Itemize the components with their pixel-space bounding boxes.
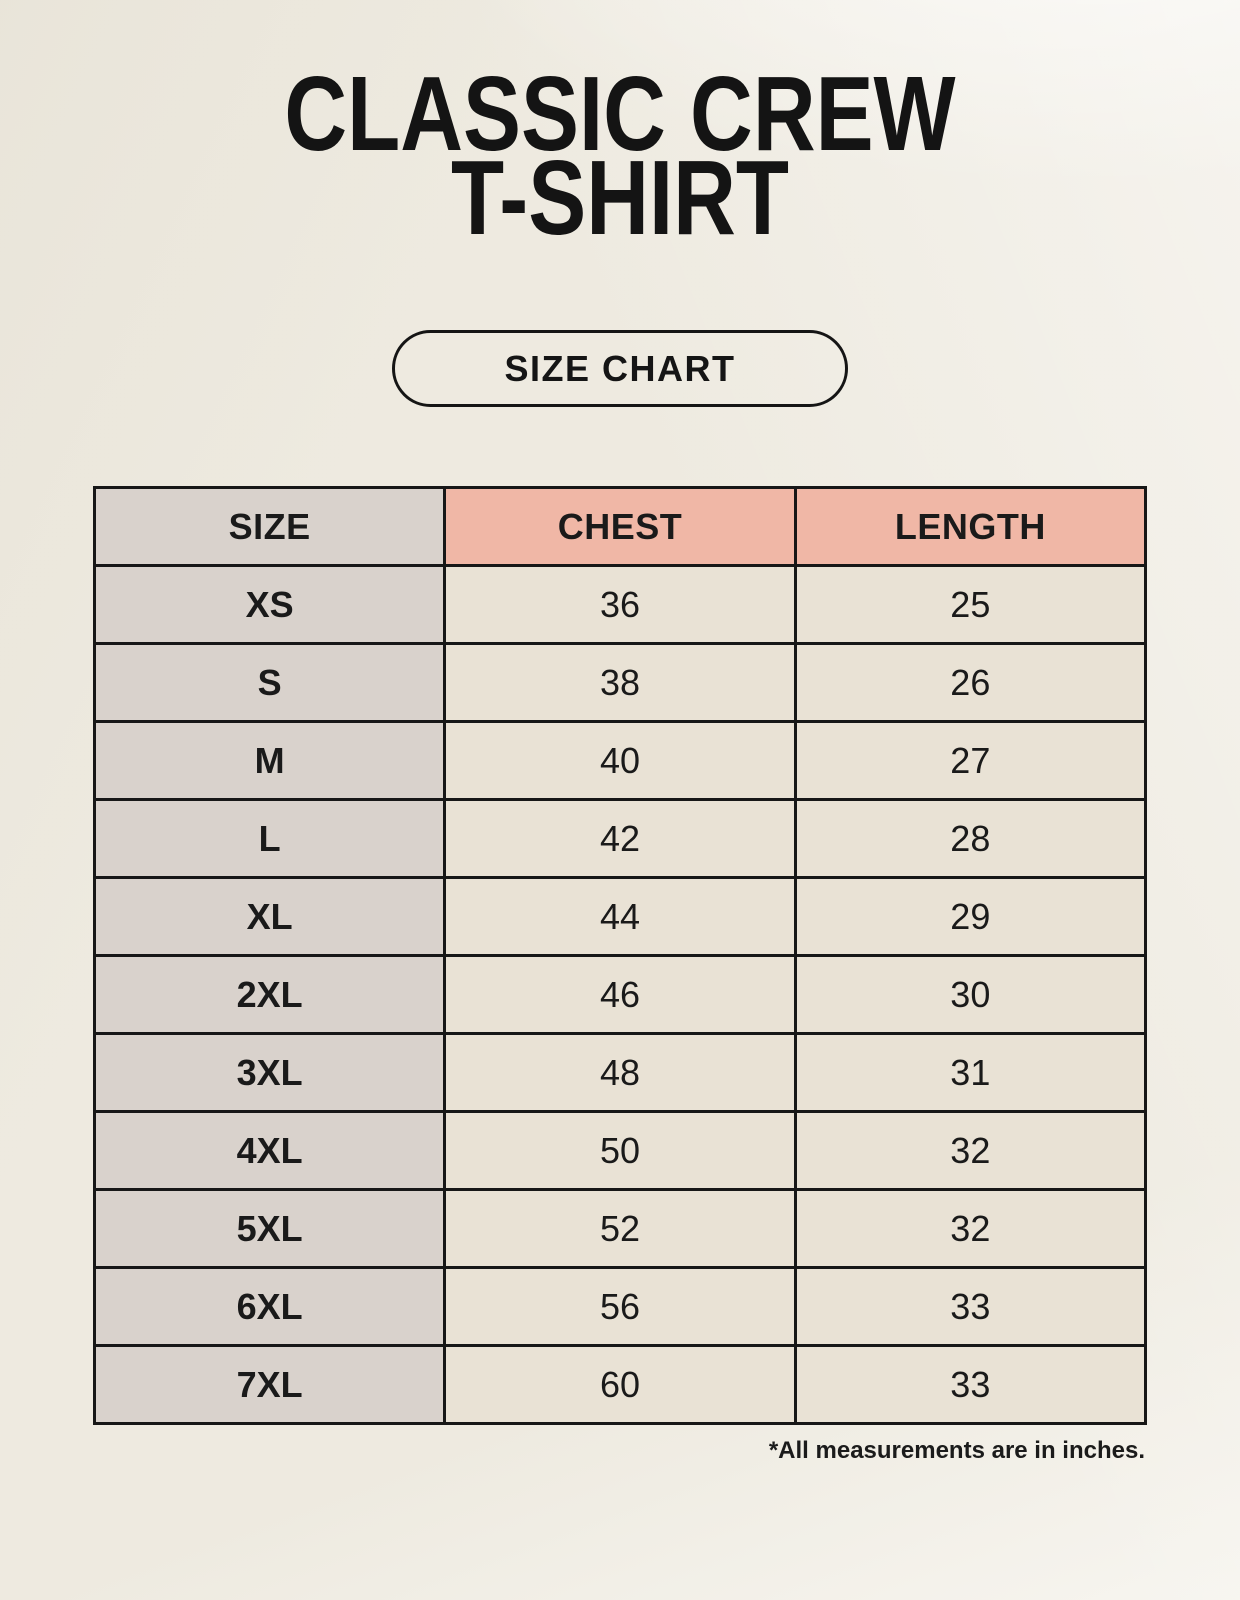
chest-cell: 52 bbox=[443, 1188, 797, 1269]
table-row: 2XL 46 30 bbox=[92, 954, 1148, 1035]
chest-cell: 48 bbox=[443, 1032, 797, 1113]
measurements-note: *All measurements are in inches. bbox=[768, 1437, 1145, 1464]
chest-cell: 42 bbox=[443, 798, 797, 879]
table-row: S 38 26 bbox=[92, 642, 1148, 723]
chest-cell: 60 bbox=[443, 1344, 797, 1425]
size-cell: 5XL bbox=[92, 1188, 447, 1269]
length-cell: 32 bbox=[793, 1110, 1148, 1191]
size-cell: S bbox=[92, 642, 447, 723]
size-cell: XS bbox=[92, 564, 447, 645]
table-row: XS 36 25 bbox=[92, 564, 1148, 645]
size-table-header: SIZE CHEST LENGTH bbox=[92, 486, 1148, 567]
length-cell: 33 bbox=[793, 1266, 1148, 1347]
length-cell: 31 bbox=[793, 1032, 1148, 1113]
column-header-size: SIZE bbox=[92, 486, 447, 567]
chest-cell: 56 bbox=[443, 1266, 797, 1347]
length-cell: 29 bbox=[793, 876, 1148, 957]
table-row: 6XL 56 33 bbox=[92, 1266, 1148, 1347]
chest-cell: 44 bbox=[443, 876, 797, 957]
chest-cell: 50 bbox=[443, 1110, 797, 1191]
length-cell: 28 bbox=[793, 798, 1148, 879]
page-title-line1: CLASSIC CREW bbox=[284, 55, 956, 173]
table-row: L 42 28 bbox=[92, 798, 1148, 879]
size-table-body: XS 36 25 S 38 26 M 40 27 L 42 28 XL 44 2… bbox=[92, 564, 1148, 1425]
size-chart-badge-label: SIZE CHART bbox=[504, 347, 736, 389]
length-cell: 25 bbox=[793, 564, 1148, 645]
chest-cell: 46 bbox=[443, 954, 797, 1035]
column-header-chest: CHEST bbox=[443, 486, 797, 567]
column-header-length: LENGTH bbox=[793, 486, 1148, 567]
length-cell: 33 bbox=[793, 1344, 1148, 1425]
size-chart-badge: SIZE CHART bbox=[392, 330, 848, 407]
chest-cell: 38 bbox=[443, 642, 797, 723]
table-row: XL 44 29 bbox=[92, 876, 1148, 957]
table-row: M 40 27 bbox=[92, 720, 1148, 801]
chest-cell: 36 bbox=[443, 564, 797, 645]
size-cell: 3XL bbox=[92, 1032, 447, 1113]
table-row: 5XL 52 32 bbox=[92, 1188, 1148, 1269]
header-row: SIZE CHEST LENGTH bbox=[92, 486, 1148, 567]
length-cell: 32 bbox=[793, 1188, 1148, 1269]
size-table: SIZE CHEST LENGTH XS 36 25 S 38 26 M 40 … bbox=[92, 486, 1148, 1425]
size-cell: L bbox=[92, 798, 447, 879]
table-row: 4XL 50 32 bbox=[92, 1110, 1148, 1191]
size-cell: XL bbox=[92, 876, 447, 957]
table-row: 3XL 48 31 bbox=[92, 1032, 1148, 1113]
page-title-line2: T-SHIRT bbox=[450, 139, 789, 257]
length-cell: 27 bbox=[793, 720, 1148, 801]
size-cell: M bbox=[92, 720, 447, 801]
size-cell: 4XL bbox=[92, 1110, 447, 1191]
size-cell: 7XL bbox=[92, 1344, 447, 1425]
size-cell: 6XL bbox=[92, 1266, 447, 1347]
table-row: 7XL 60 33 bbox=[92, 1344, 1148, 1425]
chest-cell: 40 bbox=[443, 720, 797, 801]
size-cell: 2XL bbox=[92, 954, 447, 1035]
page-title: CLASSIC CREW T-SHIRT bbox=[112, 0, 1129, 251]
length-cell: 26 bbox=[793, 642, 1148, 723]
length-cell: 30 bbox=[793, 954, 1148, 1035]
